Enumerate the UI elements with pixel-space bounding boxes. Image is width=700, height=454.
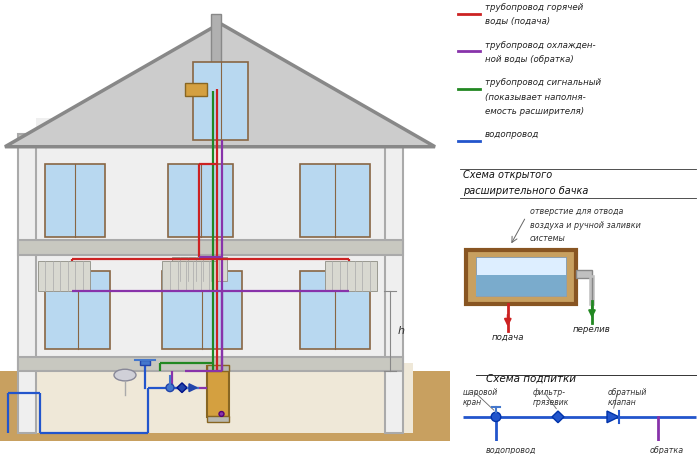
Bar bbox=[45, 164, 105, 237]
Bar bbox=[300, 271, 370, 349]
Text: трубопровод горячей: трубопровод горячей bbox=[485, 3, 583, 12]
Bar bbox=[385, 142, 403, 434]
Bar bbox=[476, 275, 566, 296]
Text: трубопровод охлажден-: трубопровод охлажден- bbox=[485, 40, 596, 49]
Text: h: h bbox=[398, 326, 405, 336]
Polygon shape bbox=[189, 384, 197, 392]
Bar bbox=[207, 365, 229, 371]
Polygon shape bbox=[607, 411, 619, 423]
Text: ной воды (обратка): ной воды (обратка) bbox=[485, 54, 574, 64]
Text: системы: системы bbox=[530, 234, 566, 243]
Circle shape bbox=[491, 412, 500, 421]
Bar bbox=[476, 257, 566, 296]
Circle shape bbox=[166, 384, 174, 392]
Circle shape bbox=[219, 411, 224, 416]
Bar bbox=[466, 250, 576, 304]
Polygon shape bbox=[552, 411, 564, 423]
Bar bbox=[0, 371, 450, 441]
Bar bbox=[18, 142, 36, 434]
Text: фильтр-
грязевик: фильтр- грязевик bbox=[533, 388, 569, 407]
Text: отверстие для отвода: отверстие для отвода bbox=[530, 207, 624, 216]
Polygon shape bbox=[5, 23, 435, 147]
Bar bbox=[36, 118, 385, 147]
Bar bbox=[36, 255, 385, 356]
Text: (показывает наполня-: (показывает наполня- bbox=[485, 93, 586, 102]
Bar bbox=[162, 271, 242, 349]
Bar bbox=[576, 270, 592, 278]
Bar bbox=[168, 164, 233, 237]
Bar bbox=[325, 262, 377, 291]
Bar bbox=[185, 83, 207, 96]
Bar bbox=[18, 134, 403, 147]
Text: обратный
клапан: обратный клапан bbox=[608, 388, 648, 407]
Text: перелив: перелив bbox=[573, 325, 611, 334]
Polygon shape bbox=[177, 383, 187, 393]
Bar bbox=[28, 363, 413, 434]
Text: водопровод: водопровод bbox=[485, 130, 540, 139]
Bar bbox=[45, 271, 110, 349]
Text: Схема подпитки: Схема подпитки bbox=[486, 374, 576, 384]
Bar bbox=[193, 62, 248, 140]
Text: подача: подача bbox=[491, 333, 524, 342]
Bar bbox=[140, 360, 150, 365]
Bar bbox=[300, 164, 370, 237]
Bar bbox=[38, 262, 90, 291]
Bar bbox=[162, 262, 217, 291]
Ellipse shape bbox=[114, 369, 136, 381]
Bar bbox=[36, 147, 385, 255]
Text: Схема открытого: Схема открытого bbox=[463, 170, 552, 180]
Text: трубопровод сигнальный: трубопровод сигнальный bbox=[485, 79, 601, 88]
Text: обратка: обратка bbox=[650, 446, 684, 454]
Bar bbox=[211, 14, 221, 111]
Text: воздуха и ручной заливки: воздуха и ручной заливки bbox=[530, 221, 641, 230]
Bar bbox=[18, 356, 403, 371]
Text: водопровод: водопровод bbox=[486, 446, 536, 454]
Bar bbox=[172, 257, 227, 281]
Bar bbox=[207, 416, 229, 422]
Bar bbox=[207, 366, 229, 417]
Text: шаровой
кран: шаровой кран bbox=[463, 388, 498, 407]
Text: расширительного бачка: расширительного бачка bbox=[463, 186, 589, 196]
Text: воды (подача): воды (подача) bbox=[485, 17, 550, 26]
Bar bbox=[18, 240, 403, 255]
Text: емость расширителя): емость расширителя) bbox=[485, 107, 584, 116]
